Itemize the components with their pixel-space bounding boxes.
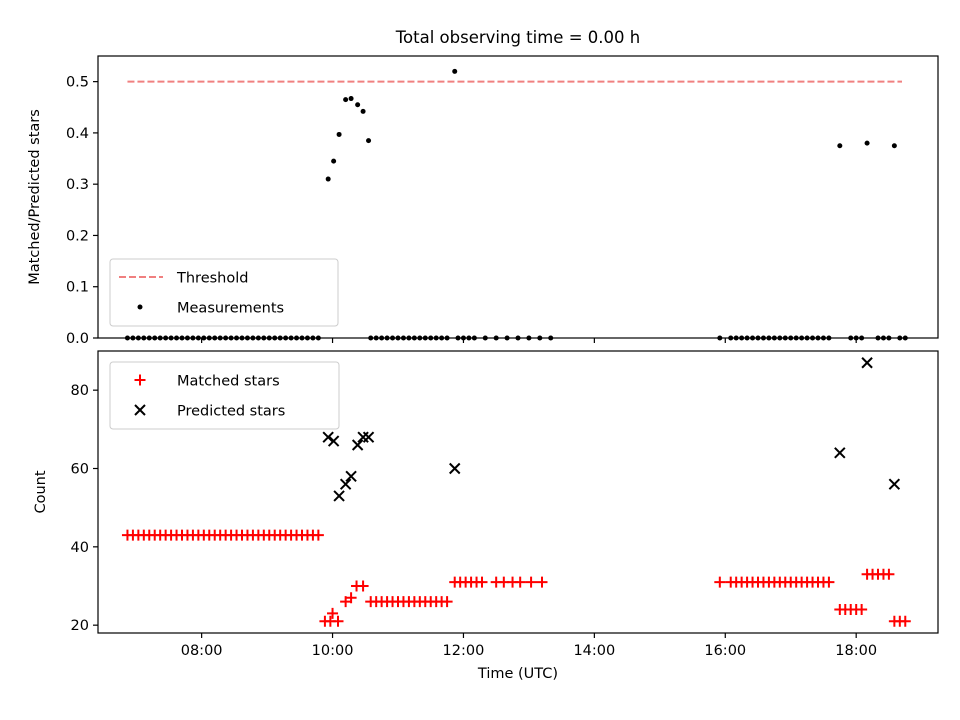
bottom-point xyxy=(856,604,868,615)
bottom-y-tick-label: 40 xyxy=(71,540,89,556)
bottom-point xyxy=(441,596,453,608)
bottom-legend-swatch xyxy=(134,374,146,386)
bottom-x-tick-label: 08:00 xyxy=(181,643,223,659)
bottom-point xyxy=(357,580,369,592)
bottom-point xyxy=(834,447,846,459)
top-point xyxy=(837,143,843,149)
top-point xyxy=(325,176,331,182)
bottom-point xyxy=(883,568,895,580)
bottom-point xyxy=(449,462,461,475)
bottom-series-predicted-stars xyxy=(322,357,901,502)
bottom-x-tick-label: 18:00 xyxy=(835,643,877,659)
bottom-point xyxy=(327,607,339,619)
bottom-point xyxy=(514,576,526,588)
top-legend-swatch xyxy=(137,304,143,310)
top-legend-item: Measurements xyxy=(137,301,284,317)
top-y-tick-label: 0.1 xyxy=(66,280,89,296)
bottom-series-matched-stars xyxy=(121,529,911,627)
top-point xyxy=(343,97,349,103)
bottom-point xyxy=(322,431,334,443)
bottom-point xyxy=(888,478,901,490)
bottom-point xyxy=(536,576,548,588)
bottom-point xyxy=(714,576,726,588)
bottom-panel: 20 40 60 80 08:00 10:00 12:00 14:00 16:00 18:00 Co… xyxy=(33,350,939,682)
bottom-point xyxy=(345,592,357,604)
top-y-tick-label: 0.3 xyxy=(66,177,89,193)
top-panel: 0.0 0.1 0.2 0.3 0.4 0.5 Matched/Predicted star… xyxy=(27,55,939,347)
bottom-legend-label: Predicted stars xyxy=(177,404,285,420)
bottom-x-tick-label: 14:00 xyxy=(573,643,615,659)
bottom-point xyxy=(345,470,357,483)
bottom-point xyxy=(823,576,835,588)
top-point xyxy=(355,102,361,108)
top-y-tick-label: 0.2 xyxy=(66,228,89,244)
bottom-y-axis-label: Count xyxy=(33,470,49,513)
top-y-tick-label: 0.4 xyxy=(66,126,89,142)
bottom-legend-box xyxy=(109,361,340,430)
bottom-point xyxy=(333,490,345,502)
bottom-legend-swatch xyxy=(134,404,146,416)
bottom-legend-item: Predicted stars xyxy=(134,404,285,420)
top-y-tick-label: 0.0 xyxy=(66,331,89,347)
bottom-point xyxy=(861,357,873,369)
bottom-y-tick-label: 60 xyxy=(71,462,89,478)
bottom-x-tick-label: 10:00 xyxy=(312,643,354,659)
bottom-point xyxy=(327,435,340,447)
top-legend: Threshold Measurements xyxy=(109,258,339,327)
bottom-legend: Matched stars Predicted stars xyxy=(109,361,340,430)
top-point xyxy=(891,143,897,149)
top-point xyxy=(348,96,354,102)
top-y-tick-label: 0.5 xyxy=(66,75,89,91)
bottom-point xyxy=(332,615,344,627)
top-point xyxy=(336,131,342,137)
bottom-point xyxy=(351,439,364,451)
bottom-x-tick-label: 12:00 xyxy=(443,643,485,659)
bottom-point xyxy=(362,431,375,443)
bottom-axes-frame xyxy=(97,350,939,634)
bottom-x-tick-label: 16:00 xyxy=(704,643,746,659)
top-y-axis-label: Matched/Predicted stars xyxy=(27,109,43,285)
top-legend-label: Threshold xyxy=(176,271,248,287)
bottom-x-axis-label: Time (UTC) xyxy=(477,666,558,682)
top-chart-title: Total observing time = 0.00 h xyxy=(395,28,640,47)
bottom-legend-label: Matched stars xyxy=(177,374,280,390)
top-point xyxy=(360,108,366,114)
bottom-point xyxy=(339,478,352,490)
bottom-point xyxy=(312,529,324,541)
bottom-point xyxy=(525,576,537,588)
top-point xyxy=(864,140,870,146)
bottom-point xyxy=(899,615,911,627)
top-legend-box xyxy=(109,258,339,327)
bottom-legend-item: Matched stars xyxy=(134,374,280,390)
bottom-y-tick-label: 20 xyxy=(71,618,89,634)
top-legend-item: Threshold xyxy=(119,271,248,287)
top-point xyxy=(331,158,337,164)
top-axes-frame xyxy=(97,55,939,339)
top-point xyxy=(366,138,372,144)
top-legend-label: Measurements xyxy=(177,301,284,317)
bottom-point xyxy=(476,576,488,588)
bottom-y-tick-label: 80 xyxy=(71,383,89,399)
top-point xyxy=(452,68,458,74)
